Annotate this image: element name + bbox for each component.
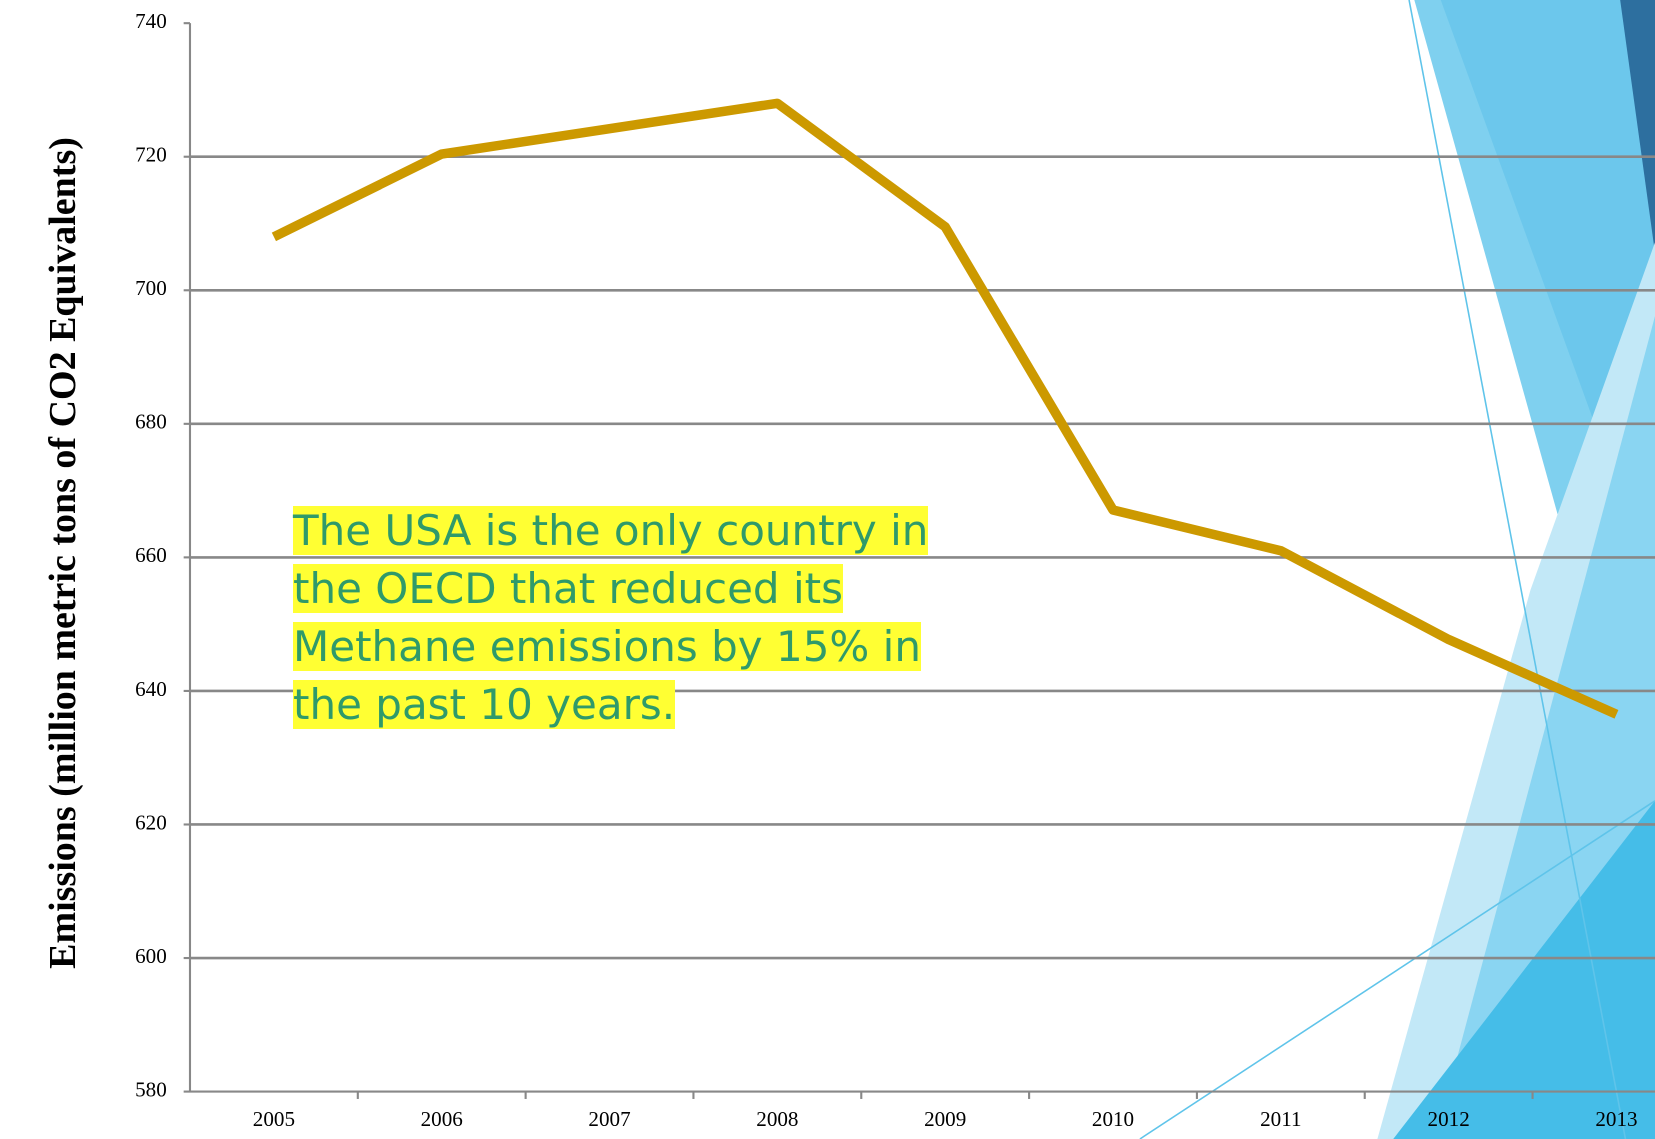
x-tick-label: 2010: [1092, 1107, 1134, 1131]
x-tick-label: 2013: [1595, 1107, 1637, 1131]
annotation-text: The USA is the only country in the OECD …: [293, 506, 929, 729]
y-tick-label: 660: [135, 543, 167, 567]
line: [271, 98, 1619, 719]
y-tick-label: 640: [135, 677, 167, 701]
y-tick-label: 580: [135, 1077, 167, 1101]
annotation: The USA is the only country in the OECD …: [293, 502, 953, 734]
y-tick-label: 740: [135, 9, 167, 33]
x-tick-label: 2011: [1260, 1107, 1301, 1131]
x-tick-label: 2009: [924, 1107, 966, 1131]
x-tick-label: 2005: [253, 1107, 295, 1131]
y-tick-label: 680: [135, 410, 167, 434]
y-tick-label: 600: [135, 944, 167, 968]
x-tick-label: 2012: [1428, 1107, 1470, 1131]
decoration: [1139, 0, 1655, 1139]
y-tick-label: 720: [135, 143, 167, 167]
x-tick-label: 2007: [588, 1107, 630, 1131]
y-tick-label: 700: [135, 276, 167, 300]
y-axis-label: Emissions (million metric tons of CO2 Eq…: [42, 137, 84, 969]
y-tick-label: 620: [135, 810, 167, 834]
x-tick-label: 2006: [421, 1107, 463, 1131]
x-tick-label: 2008: [756, 1107, 798, 1131]
